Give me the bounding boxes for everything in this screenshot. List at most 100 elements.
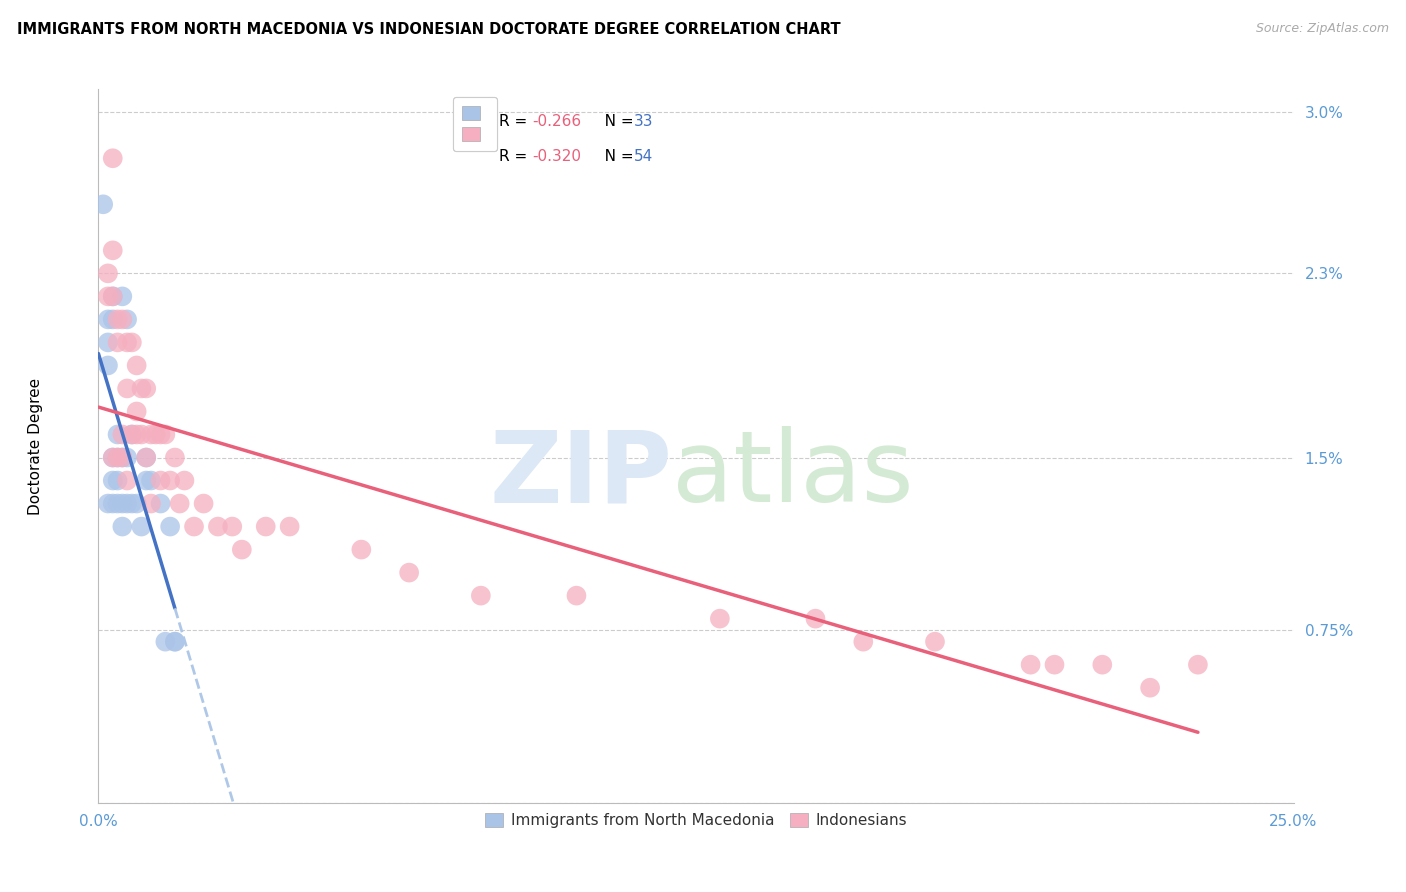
Point <box>565 589 588 603</box>
Point <box>149 427 172 442</box>
Point <box>1187 657 1209 672</box>
Point <box>115 381 138 395</box>
Point <box>111 497 134 511</box>
Point <box>125 359 148 373</box>
Point <box>121 427 143 442</box>
Point <box>101 312 124 326</box>
Point <box>115 450 138 465</box>
Point <box>139 497 162 511</box>
Text: R =: R = <box>499 114 531 128</box>
Point <box>163 450 186 465</box>
Point <box>107 450 129 465</box>
Text: R =: R = <box>499 150 531 164</box>
Point <box>97 289 120 303</box>
Point <box>121 335 143 350</box>
Point <box>193 497 215 511</box>
Point <box>149 474 172 488</box>
Point <box>111 289 134 303</box>
Point <box>470 589 492 603</box>
Point <box>804 612 827 626</box>
Point <box>97 497 120 511</box>
Point <box>183 519 205 533</box>
Point <box>924 634 946 648</box>
Point <box>231 542 253 557</box>
Point <box>135 450 157 465</box>
Point <box>207 519 229 533</box>
Point <box>1043 657 1066 672</box>
Point <box>145 427 167 442</box>
Point <box>107 427 129 442</box>
Point <box>121 497 143 511</box>
Point <box>111 427 134 442</box>
Point <box>1019 657 1042 672</box>
Point <box>107 312 129 326</box>
Point <box>173 474 195 488</box>
Point <box>107 450 129 465</box>
Point <box>101 450 124 465</box>
Point <box>101 497 124 511</box>
Point <box>101 450 124 465</box>
Point <box>111 312 134 326</box>
Text: IMMIGRANTS FROM NORTH MACEDONIA VS INDONESIAN DOCTORATE DEGREE CORRELATION CHART: IMMIGRANTS FROM NORTH MACEDONIA VS INDON… <box>17 22 841 37</box>
Point <box>155 427 177 442</box>
Point <box>149 497 172 511</box>
Text: -0.320: -0.320 <box>533 150 581 164</box>
Text: Source: ZipAtlas.com: Source: ZipAtlas.com <box>1256 22 1389 36</box>
Text: 33: 33 <box>634 114 654 128</box>
Point <box>278 519 301 533</box>
Point <box>101 244 124 258</box>
Point <box>1139 681 1161 695</box>
Point <box>115 312 138 326</box>
Point <box>163 634 186 648</box>
Point <box>107 335 129 350</box>
Point <box>107 474 129 488</box>
Point <box>115 335 138 350</box>
Point <box>97 312 120 326</box>
Point <box>169 497 191 511</box>
Point <box>115 497 138 511</box>
Text: -0.266: -0.266 <box>533 114 581 128</box>
Point <box>125 404 148 418</box>
Text: N =: N = <box>589 114 638 128</box>
Point <box>155 634 177 648</box>
Point <box>852 634 875 648</box>
Point <box>131 381 153 395</box>
Point <box>121 427 143 442</box>
Point <box>111 519 134 533</box>
Point <box>97 335 120 350</box>
Point <box>131 427 153 442</box>
Point <box>135 474 157 488</box>
Text: 54: 54 <box>634 150 652 164</box>
Point <box>139 474 162 488</box>
Text: atlas: atlas <box>672 426 914 523</box>
Point <box>97 359 120 373</box>
Text: ZIP: ZIP <box>489 426 672 523</box>
Point <box>1091 657 1114 672</box>
Point <box>125 427 148 442</box>
Point <box>131 519 153 533</box>
Point <box>101 289 124 303</box>
Point <box>107 497 129 511</box>
Y-axis label: Doctorate Degree: Doctorate Degree <box>28 377 42 515</box>
Point <box>709 612 731 626</box>
Point <box>101 151 124 165</box>
Point <box>101 289 124 303</box>
Point <box>111 450 134 465</box>
Point <box>115 474 138 488</box>
Point <box>350 542 373 557</box>
Point <box>254 519 277 533</box>
Point <box>135 450 157 465</box>
Point <box>91 197 114 211</box>
Point <box>135 381 157 395</box>
Point <box>111 450 134 465</box>
Point <box>139 427 162 442</box>
Point <box>398 566 420 580</box>
Text: N =: N = <box>589 150 638 164</box>
Point <box>159 474 181 488</box>
Point <box>159 519 181 533</box>
Point <box>97 266 120 280</box>
Point <box>221 519 243 533</box>
Point <box>163 634 186 648</box>
Legend: Immigrants from North Macedonia, Indonesians: Immigrants from North Macedonia, Indones… <box>478 807 914 834</box>
Point <box>101 474 124 488</box>
